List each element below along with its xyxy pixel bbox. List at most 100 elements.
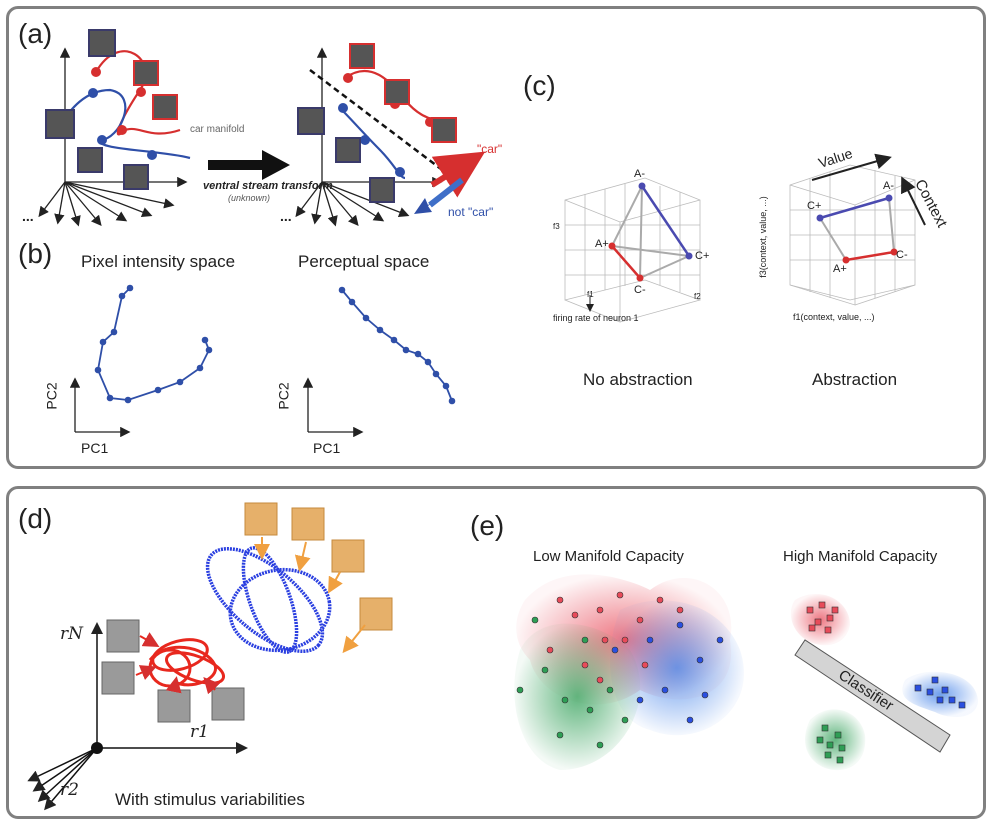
cluster-point (656, 596, 664, 604)
trajectory-point (448, 397, 456, 405)
manifold-points-a1 (88, 67, 157, 160)
abs-point-c-minus: C- (896, 249, 908, 261)
dog-arrows (254, 537, 366, 654)
cluster-point (824, 751, 832, 759)
cluster-point (541, 666, 549, 674)
car-manifold-label: car manifold (190, 124, 245, 135)
pixel-trajectory (94, 284, 213, 404)
cluster-point (561, 696, 569, 704)
cluster-point (806, 606, 814, 614)
trajectory-point (338, 286, 346, 294)
cluster-point (716, 636, 724, 644)
point-a-plus: A+ (595, 238, 609, 250)
cluster-point (596, 741, 604, 749)
cluster-point (516, 686, 524, 694)
cluster-point (821, 724, 829, 732)
trajectory-point (424, 358, 432, 366)
response-axes (27, 622, 248, 811)
cluster-point (958, 701, 966, 709)
cluster-point (601, 636, 609, 644)
trajectory-point (118, 292, 126, 300)
cluster-point (836, 756, 844, 764)
trajectory-point (126, 284, 134, 292)
pc2-label-right: PC2 (275, 382, 292, 410)
trajectory-point (110, 328, 118, 336)
no-abstraction-graph (608, 182, 693, 282)
cluster-point (824, 626, 832, 634)
cluster-point (621, 716, 629, 724)
cluster-point (826, 741, 834, 749)
cluster-point (531, 616, 539, 624)
cluster-point (818, 601, 826, 609)
transform-title: ventral stream transform (203, 180, 333, 192)
pixel-space-title: Pixel intensity space (81, 252, 236, 271)
dog-manifold (205, 546, 332, 654)
r2-label: r2 (60, 780, 79, 800)
pc-axes-right (302, 377, 364, 438)
car-arrow (430, 151, 486, 198)
cluster-point (596, 606, 604, 614)
panel-a-label: (a) (18, 18, 53, 49)
cluster-point (701, 691, 709, 699)
cluster-point (571, 611, 579, 619)
cluster-point (586, 706, 594, 714)
trajectory-point (196, 364, 204, 372)
cluster-point (948, 696, 956, 704)
cluster-point (834, 731, 842, 739)
cluster-point (936, 696, 944, 704)
point-a-minus: A- (634, 168, 645, 180)
cluster-point (808, 624, 816, 632)
cluster-point (941, 686, 949, 694)
abs-f3-label: f3(context, value, ...) (757, 196, 768, 278)
cluster-point (596, 676, 604, 684)
perceptual-trajectory (338, 286, 456, 405)
cluster-point (546, 646, 554, 654)
transform-arrow (208, 150, 290, 180)
cat-arrows (135, 632, 220, 695)
cluster-point (676, 606, 684, 614)
no-abstraction-cube (564, 177, 701, 323)
trajectory-point (124, 396, 132, 404)
trajectory-point (106, 394, 114, 402)
cluster-point (816, 736, 824, 744)
not-car-label: not "car" (448, 205, 494, 219)
cluster-point (831, 606, 839, 614)
classifier-plane (794, 639, 951, 753)
rN-label: rN (60, 624, 84, 644)
low-capacity-clouds (514, 574, 744, 770)
pc1-label-right: PC1 (313, 440, 341, 456)
low-capacity-points (516, 591, 724, 749)
cluster-point (556, 596, 564, 604)
no-abstraction-caption: No abstraction (583, 370, 693, 389)
abstraction-graph (816, 194, 898, 264)
point-c-minus: C- (634, 284, 646, 296)
trajectory-point (201, 336, 209, 344)
panel-c-label: (c) (523, 70, 556, 101)
cluster-point (646, 636, 654, 644)
f1-axis-label: f1 (587, 290, 594, 299)
cluster-point (686, 716, 694, 724)
transform-subtitle: (unknown) (228, 193, 271, 203)
cluster-point (826, 614, 834, 622)
top-panel (6, 6, 986, 469)
trajectory-point (362, 314, 370, 322)
abstraction-cube (789, 164, 916, 306)
not-car-arrow (414, 185, 455, 214)
pc-axes-left (69, 377, 131, 438)
cluster-point (641, 661, 649, 669)
high-capacity-clouds (790, 594, 978, 771)
cluster-point (636, 696, 644, 704)
cluster-point (838, 744, 846, 752)
cluster-point (696, 656, 704, 664)
cluster-point (581, 661, 589, 669)
high-capacity-title: High Manifold Capacity (783, 548, 938, 565)
trajectory-point (154, 386, 162, 394)
separating-line (309, 69, 446, 173)
trajectory-point (442, 382, 450, 390)
cluster-point (926, 688, 934, 696)
abs-point-c-plus: C+ (807, 200, 822, 212)
variability-caption: With stimulus variabilities (115, 790, 305, 809)
neuron-label: firing rate of neuron 1 (553, 313, 639, 323)
trajectory-point (402, 346, 410, 354)
cluster-point (581, 636, 589, 644)
